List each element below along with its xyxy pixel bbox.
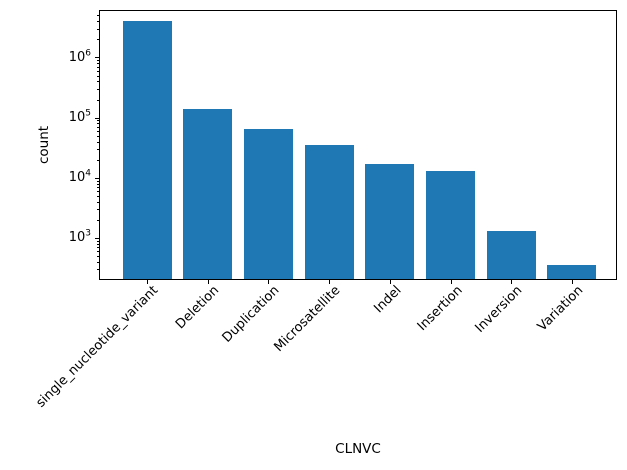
y-minor-tick	[96, 184, 99, 185]
y-minor-tick	[96, 136, 99, 137]
y-minor-tick	[96, 202, 99, 203]
y-minor-tick	[96, 149, 99, 150]
y-minor-tick	[96, 251, 99, 252]
x-tick-label-microsatellite: Microsatellite	[271, 283, 344, 355]
y-tick-label: 105	[68, 108, 91, 125]
bar-insertion	[426, 171, 475, 279]
x-tick	[329, 280, 330, 284]
x-tick	[208, 280, 209, 284]
y-minor-tick	[96, 71, 99, 72]
bar-single_nucleotide_variant	[122, 21, 172, 279]
bar-inversion	[486, 231, 536, 279]
x-tick-label-deletion: Deletion	[173, 283, 223, 333]
y-minor-tick	[96, 81, 99, 82]
y-minor-tick	[96, 29, 99, 30]
y-minor-tick	[96, 241, 99, 242]
y-tick-label: 104	[68, 168, 91, 185]
y-minor-tick	[96, 63, 99, 64]
x-tick-label-insertion: Insertion	[414, 283, 466, 334]
y-major-tick	[95, 238, 99, 239]
bar-indel	[365, 164, 415, 279]
y-minor-tick	[96, 196, 99, 197]
x-axis-label: CLNVC	[335, 441, 381, 457]
y-minor-tick	[96, 131, 99, 132]
y-minor-tick	[96, 21, 99, 22]
y-minor-tick	[96, 89, 99, 90]
plot-area	[99, 10, 617, 280]
x-tick	[390, 280, 391, 284]
y-major-tick	[95, 178, 99, 179]
y-minor-tick	[96, 187, 99, 188]
y-major-tick	[95, 57, 99, 58]
y-minor-tick	[96, 100, 99, 101]
y-tick-label: 103	[68, 228, 91, 245]
y-minor-tick	[96, 269, 99, 270]
y-minor-tick	[96, 181, 99, 182]
x-tick-label-duplication: Duplication	[219, 283, 283, 346]
y-minor-tick	[96, 67, 99, 68]
y-minor-tick	[96, 191, 99, 192]
y-axis-label: count	[36, 125, 52, 165]
bar-microsatellite	[304, 145, 354, 279]
y-minor-tick	[96, 127, 99, 128]
x-tick	[511, 280, 512, 284]
x-tick-label-indel: Indel	[371, 283, 405, 317]
x-tick-label-variation: Variation	[535, 283, 587, 335]
y-minor-tick	[96, 247, 99, 248]
y-minor-tick	[96, 209, 99, 210]
y-minor-tick	[96, 15, 99, 16]
y-minor-tick	[96, 76, 99, 77]
y-minor-tick	[96, 256, 99, 257]
y-tick-label: 106	[68, 48, 91, 65]
y-minor-tick	[96, 120, 99, 121]
x-tick	[451, 280, 452, 284]
y-minor-tick	[96, 60, 99, 61]
y-minor-tick	[96, 262, 99, 263]
x-tick-label-single_nucleotide_variant: single_nucleotide_variant	[33, 283, 162, 411]
y-minor-tick	[96, 220, 99, 221]
x-tick	[572, 280, 573, 284]
x-tick	[147, 280, 148, 284]
x-tick-label-inversion: Inversion	[472, 283, 526, 336]
y-minor-tick	[96, 39, 99, 40]
y-minor-tick	[96, 123, 99, 124]
bar-deletion	[183, 109, 233, 279]
x-tick	[268, 280, 269, 284]
y-major-tick	[95, 118, 99, 119]
y-minor-tick	[96, 244, 99, 245]
y-minor-tick	[96, 142, 99, 143]
bar-duplication	[243, 129, 293, 279]
bar-variation	[547, 265, 597, 279]
y-minor-tick	[96, 160, 99, 161]
